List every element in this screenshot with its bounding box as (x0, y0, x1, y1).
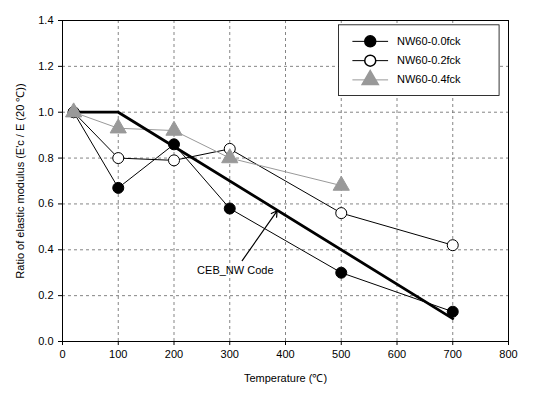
svg-text:1.2: 1.2 (38, 60, 53, 72)
svg-text:0.4: 0.4 (38, 243, 53, 255)
svg-text:NW60-0.4fck: NW60-0.4fck (397, 73, 461, 85)
svg-text:0.8: 0.8 (38, 152, 53, 164)
svg-text:1.4: 1.4 (38, 14, 53, 26)
svg-text:800: 800 (499, 348, 517, 360)
svg-text:Temperature (℃): Temperature (℃) (244, 372, 327, 384)
svg-text:700: 700 (444, 348, 462, 360)
svg-text:NW60-0.2fck: NW60-0.2fck (397, 54, 461, 66)
svg-text:Ratio of elastic modulus (E'c: Ratio of elastic modulus (E'c / E (20 ℃)… (14, 83, 26, 278)
svg-text:500: 500 (332, 348, 350, 360)
svg-text:0.2: 0.2 (38, 289, 53, 301)
svg-text:600: 600 (388, 348, 406, 360)
svg-text:100: 100 (109, 348, 127, 360)
svg-text:0.6: 0.6 (38, 197, 53, 209)
svg-text:400: 400 (276, 348, 294, 360)
svg-text:NW60-0.0fck: NW60-0.0fck (397, 35, 461, 47)
svg-text:CEB_NW Code: CEB_NW Code (197, 264, 273, 276)
svg-text:200: 200 (165, 348, 183, 360)
svg-text:1.0: 1.0 (38, 106, 53, 118)
svg-text:300: 300 (221, 348, 239, 360)
svg-text:0: 0 (59, 348, 65, 360)
svg-text:0.0: 0.0 (38, 335, 53, 347)
